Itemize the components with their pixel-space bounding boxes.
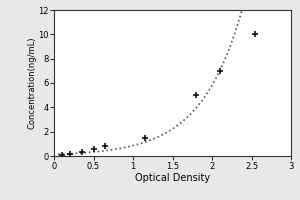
X-axis label: Optical Density: Optical Density [135,173,210,183]
Y-axis label: Concentration(ng/mL): Concentration(ng/mL) [28,37,37,129]
